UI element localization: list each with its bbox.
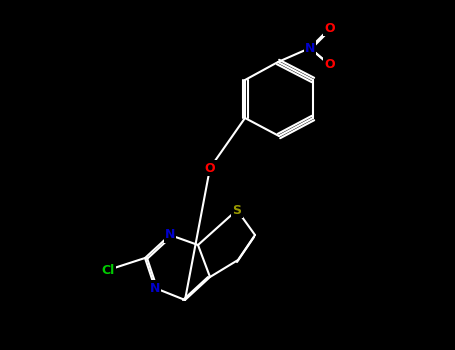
Text: Cl: Cl [101,264,115,276]
Text: N: N [165,229,175,241]
Text: O: O [325,58,335,71]
Text: N: N [150,281,160,294]
Text: S: S [233,203,242,217]
Text: O: O [325,21,335,35]
Text: O: O [205,161,215,175]
Text: N: N [305,42,315,55]
